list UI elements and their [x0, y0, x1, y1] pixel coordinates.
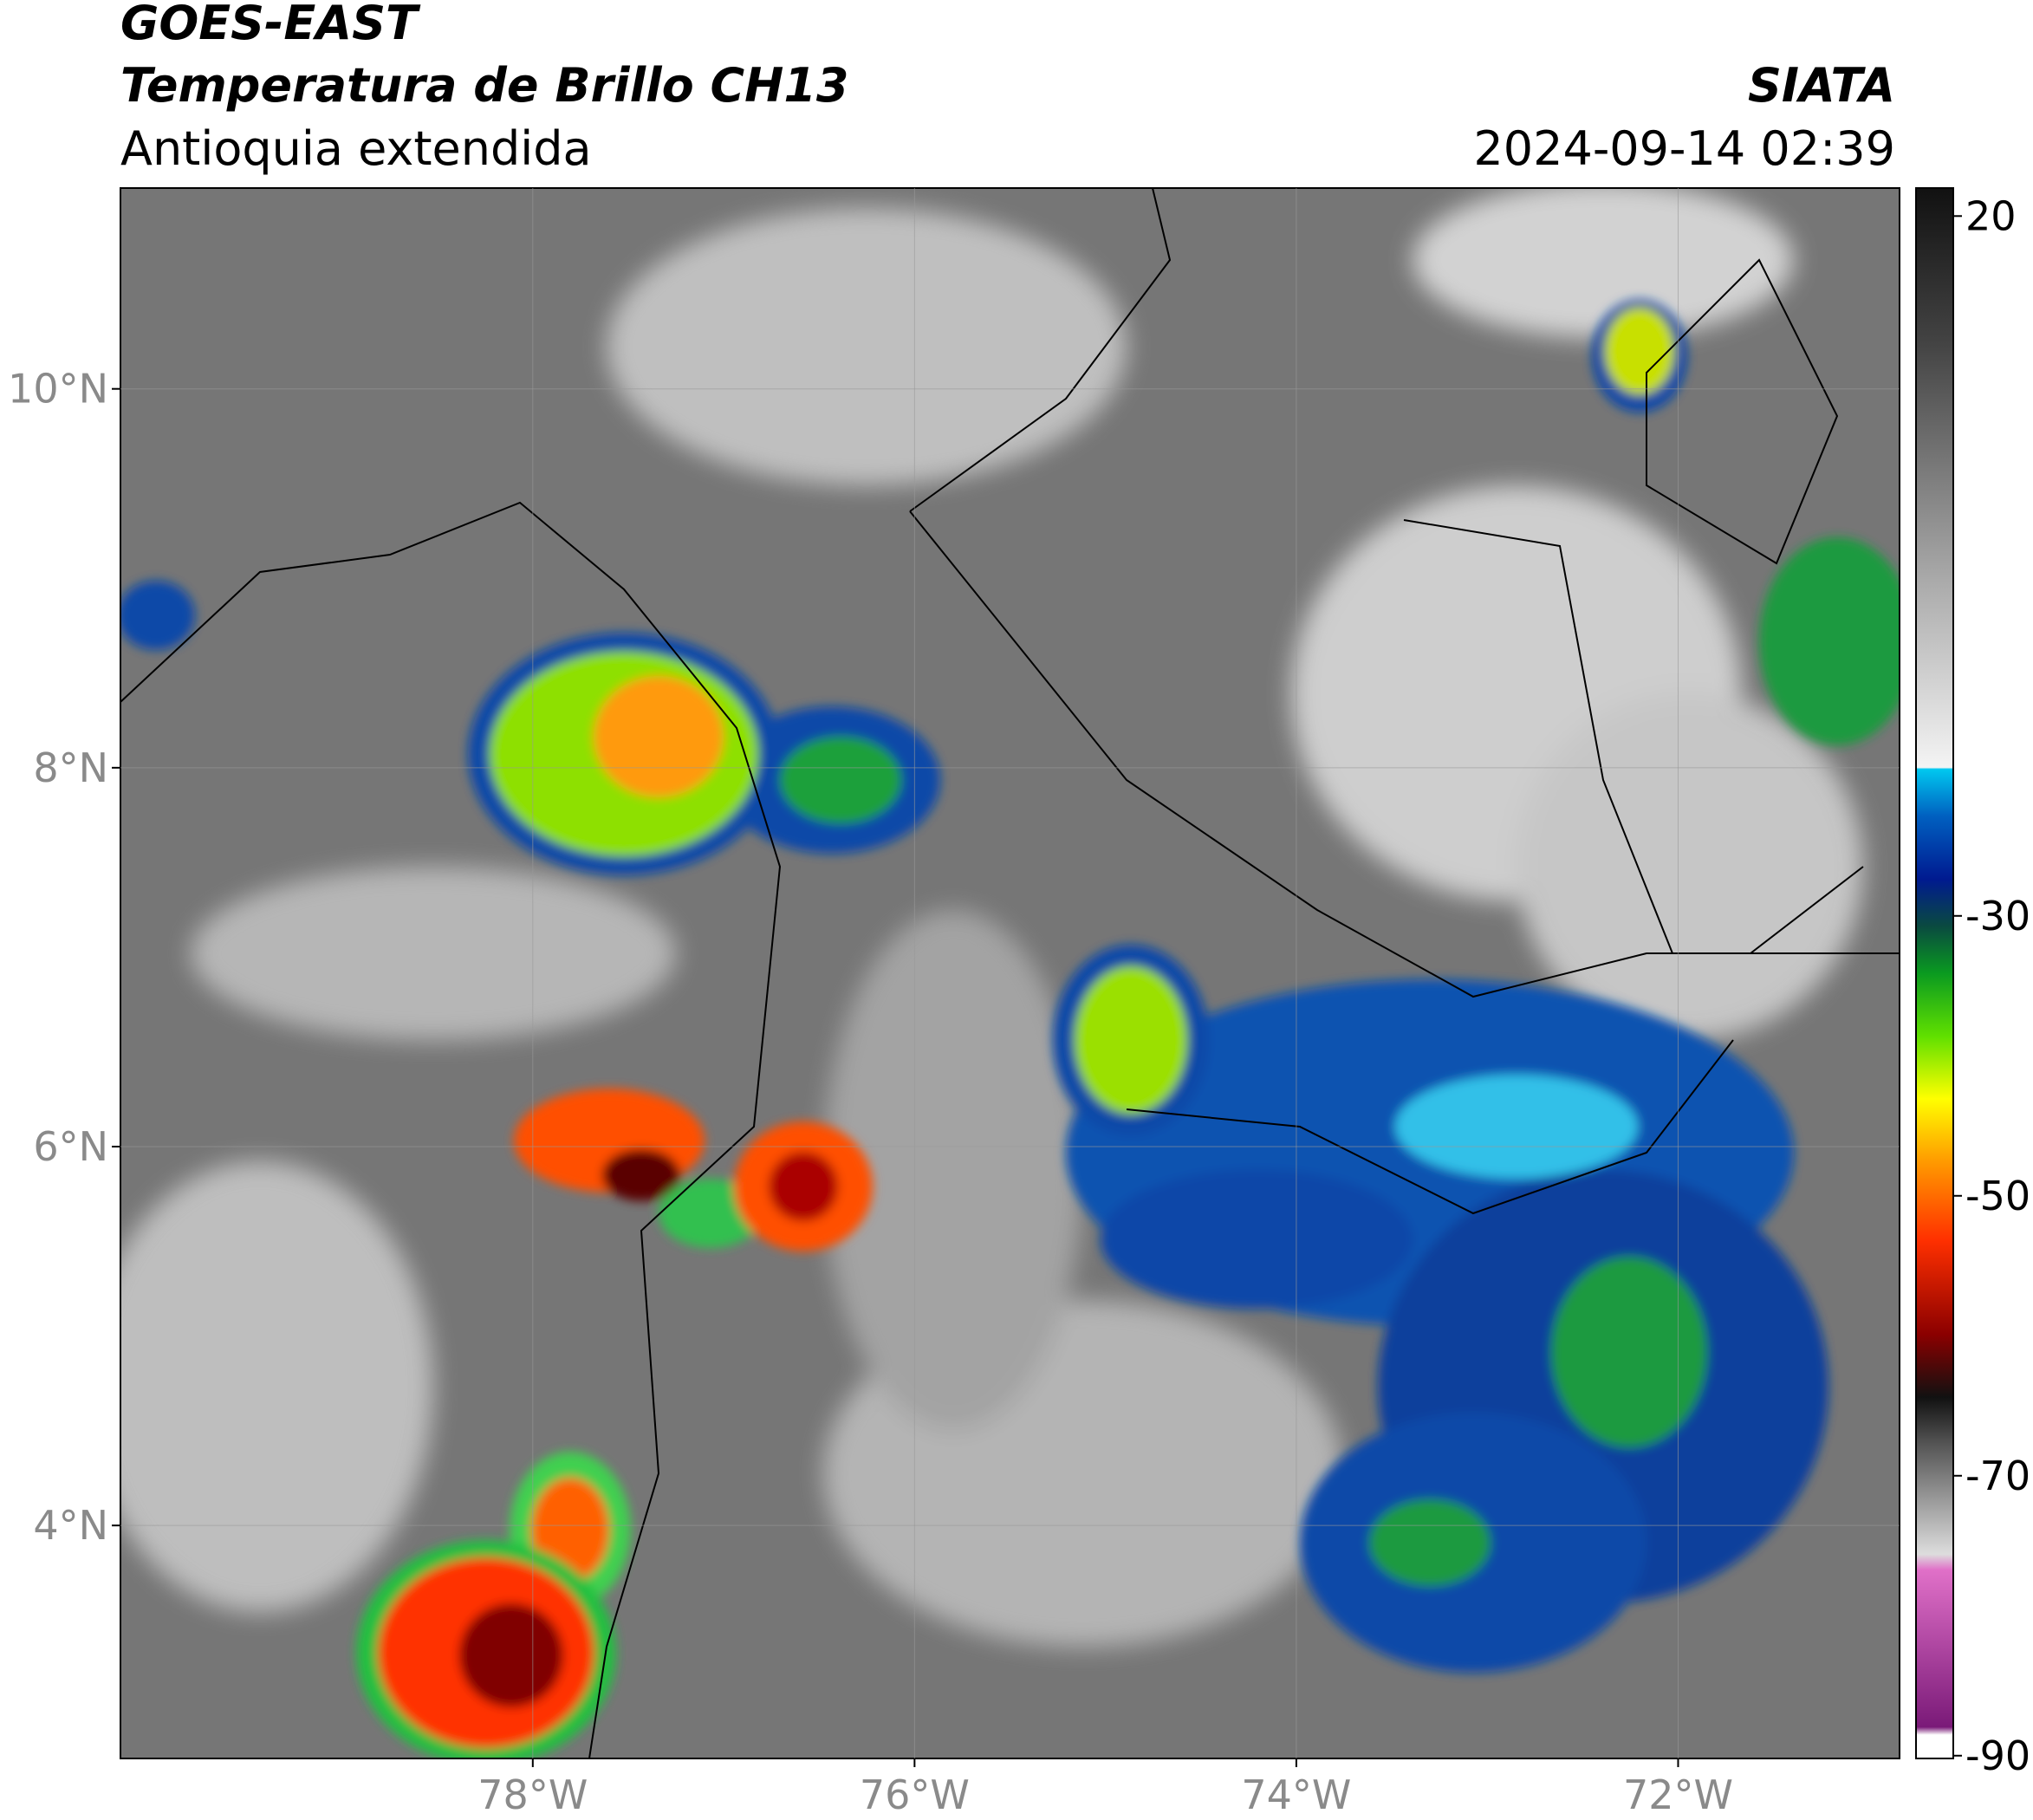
colorbar-tick-label: -70: [1965, 1453, 2030, 1499]
x-tick-label: 74°W: [1241, 1771, 1351, 1818]
y-tick-label: 4°N: [33, 1502, 108, 1549]
colorbar-tick-label: -30: [1965, 893, 2030, 939]
satellite-image: [120, 188, 1900, 1758]
y-tick-label: 8°N: [33, 744, 108, 791]
y-tick-label: 6°N: [33, 1123, 108, 1170]
x-tick-label: 78°W: [477, 1771, 588, 1818]
map-frame: [120, 187, 1900, 1759]
colorbar-tick-label: -90: [1965, 1732, 2030, 1779]
x-tick-label: 72°W: [1623, 1771, 1733, 1818]
colorbar-tick-label: -50: [1965, 1173, 2030, 1219]
colorbar-tick-label: 20: [1965, 192, 2017, 239]
title: GOES-EAST: [120, 0, 421, 50]
borders: [120, 188, 1900, 1758]
source: SIATA: [1748, 58, 1895, 113]
subtitle: Temperatura de Brillo CH13: [120, 58, 849, 113]
y-tick-label: 10°N: [8, 366, 108, 413]
colorbar: [1915, 187, 1954, 1759]
datetime: 2024-09-14 02:39: [1473, 121, 1895, 176]
region: Antioquia extendida: [120, 121, 592, 176]
x-tick-label: 76°W: [860, 1771, 970, 1818]
